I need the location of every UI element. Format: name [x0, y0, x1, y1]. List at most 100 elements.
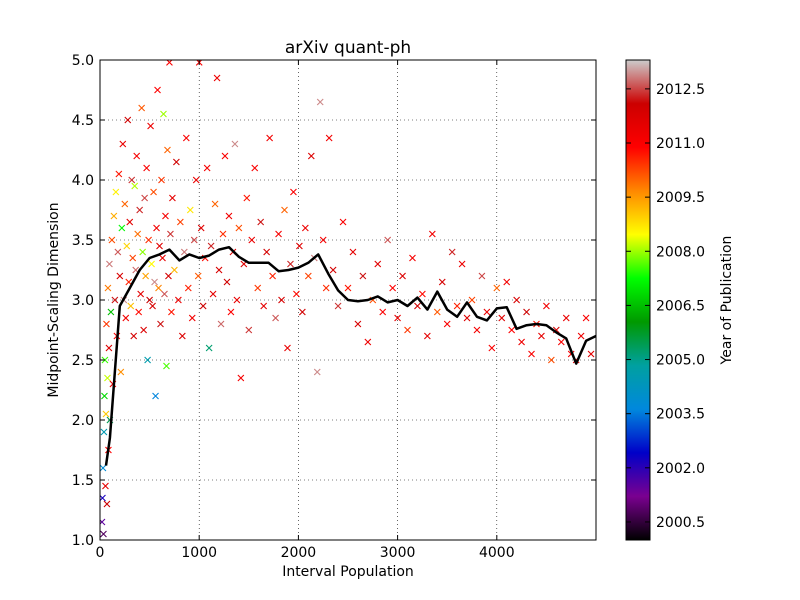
scatter-point: [304, 272, 312, 280]
scatter-point: [165, 272, 172, 280]
colorbar-tick-label: 2006.5: [656, 298, 705, 314]
scatter-point: [138, 104, 146, 112]
scatter-point: [140, 326, 148, 334]
scatter-point: [518, 338, 525, 346]
scatter-point: [562, 314, 570, 322]
scatter-point: [119, 140, 127, 148]
scatter-point: [194, 272, 202, 280]
scatter-point: [409, 254, 416, 262]
scatter-point: [275, 230, 282, 238]
scatter-point: [463, 314, 471, 322]
scatter-point: [221, 152, 229, 160]
scatter-point: [130, 332, 138, 340]
scatter-point: [233, 296, 241, 304]
scatter-point: [145, 236, 152, 244]
scatter-point: [329, 266, 337, 274]
scatter-point: [209, 290, 217, 298]
scatter-point: [160, 110, 167, 118]
scatter-point: [154, 86, 161, 94]
scatter-point: [149, 302, 156, 310]
scatter-point: [100, 530, 107, 538]
x-tick-label: 0: [96, 545, 105, 561]
y-tick-label: 2.5: [72, 353, 94, 369]
scatter-point: [207, 242, 215, 250]
scatter-point: [428, 230, 436, 238]
scatter-point: [557, 338, 565, 346]
scatter-point: [103, 320, 110, 328]
scatter-point: [513, 296, 521, 304]
scatter-point: [498, 314, 506, 322]
x-tick-label: 2000: [281, 545, 317, 561]
scatter-point: [478, 272, 486, 280]
scatter-point: [163, 362, 170, 370]
scatter-point: [137, 290, 145, 298]
colorbar-label: Year of Publication: [719, 236, 735, 366]
scatter-point: [290, 188, 297, 196]
scatter-point: [231, 140, 239, 148]
colorbar-tick-label: 2011.0: [656, 136, 705, 152]
scatter-point: [364, 338, 372, 346]
scatter-point: [159, 254, 166, 262]
scatter-point: [136, 206, 144, 214]
scatter-point: [102, 410, 110, 418]
scatter-point: [100, 518, 106, 526]
scatter-point: [108, 236, 116, 244]
scatter-point: [199, 302, 207, 310]
scatter-point: [322, 284, 330, 292]
scatter-point: [248, 236, 256, 244]
scatter-point: [293, 290, 300, 298]
colorbar-ticks: 2000.5 2002.0 2003.5 2005.0 2006.5 2008.0 2009…: [626, 82, 705, 531]
scatter-point: [114, 248, 122, 256]
x-tick-label: 4000: [479, 545, 515, 561]
scatter-point: [203, 164, 211, 172]
scatter-point: [153, 224, 160, 232]
scatter-point: [205, 344, 213, 352]
scatter-point: [174, 296, 182, 304]
y-tick-label: 5.0: [72, 53, 94, 69]
scatter-point: [110, 212, 118, 220]
scatter-point: [161, 290, 168, 298]
scatter-point: [448, 248, 456, 256]
scatter-point: [587, 350, 595, 358]
scatter-point: [443, 320, 451, 328]
scatter-point: [117, 368, 125, 376]
mean-line: [104, 245, 596, 466]
scatter-point: [257, 218, 265, 226]
scatter-point: [106, 260, 113, 268]
y-tick-label: 4.5: [72, 113, 94, 129]
scatter-point: [100, 464, 107, 472]
scatter-point: [307, 152, 315, 160]
scatter-point: [176, 218, 184, 226]
y-tick-label: 1.5: [72, 473, 94, 489]
scatter-point: [127, 302, 135, 310]
scatter-point: [414, 302, 421, 310]
scatter-point: [143, 164, 151, 172]
scatter-point: [100, 428, 108, 436]
scatter-point: [349, 248, 357, 256]
scatter-point: [245, 326, 253, 334]
scatter-point: [399, 272, 406, 280]
scatter-point: [287, 260, 294, 268]
scatter-point: [139, 248, 147, 256]
y-tick-label: 3.0: [72, 293, 94, 309]
scatter-point: [107, 308, 115, 316]
scatter-point: [151, 278, 158, 286]
scatter-point: [101, 392, 108, 400]
scatter-point: [423, 332, 431, 340]
scatter-point: [217, 320, 225, 328]
scatter-point: [157, 320, 164, 328]
scatter-point: [458, 260, 466, 268]
scatter-point: [266, 134, 274, 142]
colorbar-tick-label: 2008.0: [656, 244, 705, 260]
y-tick-label: 3.5: [72, 233, 94, 249]
scatter-point: [156, 242, 163, 250]
scatter-point: [219, 230, 227, 238]
scatter-point: [129, 254, 137, 262]
scatter-point: [577, 332, 585, 340]
scatter-point: [128, 176, 136, 184]
x-axis-label: Interval Population: [282, 564, 414, 580]
scatter-point: [103, 500, 111, 508]
scatter-point: [359, 272, 367, 280]
scatter-point: [281, 206, 288, 214]
